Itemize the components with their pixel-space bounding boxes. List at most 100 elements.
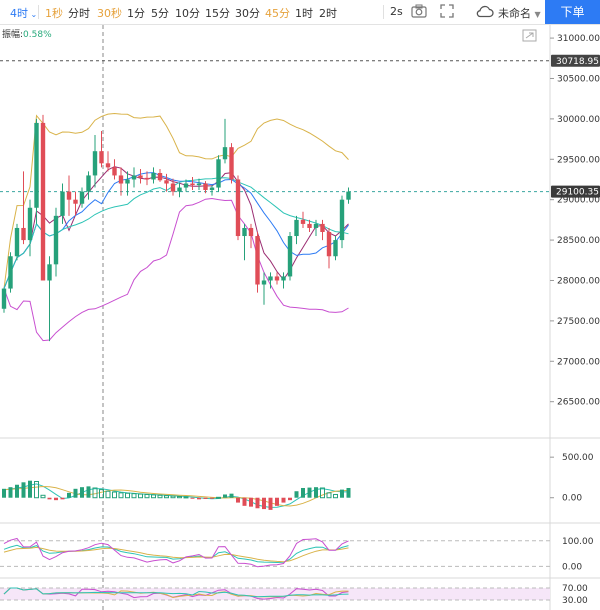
price-axis-label: 29000.00 xyxy=(557,196,600,206)
macd-bar xyxy=(144,493,150,499)
fullscreen-icon[interactable] xyxy=(440,4,454,18)
layout-name: 未命名 ▼ xyxy=(498,7,541,20)
candle-body xyxy=(138,175,143,178)
candle-body xyxy=(255,236,260,285)
kdj-j-line xyxy=(3,537,349,568)
macd-bar xyxy=(125,492,130,499)
macd-bar xyxy=(301,487,305,498)
macd-axis-label: 0.00 xyxy=(562,494,582,504)
price-axis-label: 27000.00 xyxy=(557,357,600,367)
candle-body xyxy=(21,227,26,241)
macd-bar xyxy=(15,484,19,498)
macd-bar xyxy=(47,497,52,500)
layout-save-button[interactable]: 未命名 ▼ xyxy=(476,4,541,20)
macd-bar xyxy=(170,495,176,499)
timeframe-2[interactable]: 分时 xyxy=(68,7,90,20)
macd-bar xyxy=(73,488,78,498)
candle-body xyxy=(313,223,319,228)
candle-body xyxy=(131,175,137,180)
chart-toolbar: 4时 ⌄ 1秒 分时 30秒 1分 5分 10分 15分 30分 45分 1时 2时 2s 未命名 ▼… xyxy=(0,0,600,25)
candle-body xyxy=(235,179,241,237)
timeframe-7[interactable]: 15分 xyxy=(205,7,230,20)
macd-axis-label: 500.00 xyxy=(562,453,594,463)
macd-bar xyxy=(40,494,46,499)
price-tag-label: 30718.95 xyxy=(556,57,599,67)
macd-bar xyxy=(197,497,201,500)
candle-body xyxy=(216,159,221,188)
candle-body xyxy=(307,223,312,228)
macd-bar xyxy=(34,481,39,499)
candle-body xyxy=(294,219,299,237)
timeframe-11[interactable]: 2时 xyxy=(319,7,337,20)
candle-body xyxy=(333,240,338,257)
macd-bar xyxy=(288,497,292,501)
macd-bar xyxy=(314,487,318,498)
macd-bar xyxy=(249,497,253,507)
timeframe-4[interactable]: 1分 xyxy=(127,7,145,20)
candle-body xyxy=(261,280,267,285)
price-axis-label: 27500.00 xyxy=(557,317,600,327)
boll-upper-line xyxy=(3,112,349,289)
candle-body xyxy=(112,167,117,176)
timeframe-0[interactable]: 4时 ⌄ xyxy=(10,7,38,20)
chevron-down-icon: ⌄ xyxy=(28,10,38,19)
toolbar-divider xyxy=(38,5,39,19)
price-tag-label: 29100.35 xyxy=(556,188,599,198)
macd-bar xyxy=(333,493,338,499)
macd-bar xyxy=(275,497,279,506)
macd-bar xyxy=(242,497,247,506)
candle-body xyxy=(209,187,215,190)
macd-bar xyxy=(118,492,124,499)
candle-body xyxy=(66,191,72,200)
candle-body xyxy=(92,151,98,176)
macd-bar xyxy=(92,487,98,499)
timeframe-9[interactable]: 45分 xyxy=(265,7,290,20)
price-tag-bg xyxy=(551,185,600,198)
candle-body xyxy=(144,177,150,180)
candle-body xyxy=(320,223,325,232)
overlay-lines xyxy=(3,112,349,600)
ma-long-line xyxy=(3,177,349,289)
timeframe-1[interactable]: 1秒 xyxy=(45,7,63,20)
macd-bar xyxy=(281,497,286,503)
macd-bar xyxy=(67,492,71,498)
macd-dea-line xyxy=(3,485,349,507)
candle-body xyxy=(203,183,208,190)
refresh-interval-button[interactable]: 2s xyxy=(390,5,403,18)
candle-body xyxy=(99,151,104,164)
macd-bar xyxy=(203,497,208,499)
timeframe-8[interactable]: 30分 xyxy=(235,7,260,20)
timeframe-3[interactable]: 30秒 xyxy=(97,7,122,20)
candle-body xyxy=(1,288,7,309)
price-axis-label: 29500.00 xyxy=(557,155,600,165)
camera-icon[interactable] xyxy=(411,4,427,18)
amplitude-readout: 振幅:0.58% xyxy=(2,30,52,40)
macd-bar xyxy=(346,487,351,498)
rsi-axis-label: 70.00 xyxy=(562,584,588,594)
macd-bar xyxy=(112,491,117,499)
candle-body xyxy=(14,227,20,257)
macd-bar xyxy=(99,489,104,499)
order-button[interactable]: 下单 xyxy=(545,0,600,24)
toolbar-divider xyxy=(383,5,384,19)
macd-bar xyxy=(177,496,182,499)
candle-body xyxy=(183,183,189,188)
timeframe-10[interactable]: 1时 xyxy=(295,7,313,20)
macd-bar xyxy=(80,487,84,498)
macd-bar xyxy=(2,488,6,498)
macd-bar xyxy=(190,497,195,499)
macd-bar xyxy=(131,493,137,499)
candle-body xyxy=(47,264,52,281)
candle-body xyxy=(274,276,280,281)
timeframe-5[interactable]: 5分 xyxy=(151,7,169,20)
chart-canvas[interactable]: 31000.00 30500.00 30000.00 29500.00 29000.00… xyxy=(0,25,600,610)
price-tags: 30718.95 29100.35 xyxy=(551,54,600,198)
candle-body xyxy=(157,173,163,181)
macd-bar xyxy=(307,487,312,498)
candle-body xyxy=(73,199,78,204)
candle-body xyxy=(268,276,273,281)
candle-body xyxy=(40,122,46,281)
timeframe-6[interactable]: 10分 xyxy=(175,7,200,20)
candle-body xyxy=(326,232,332,257)
macd-bar xyxy=(151,494,156,499)
